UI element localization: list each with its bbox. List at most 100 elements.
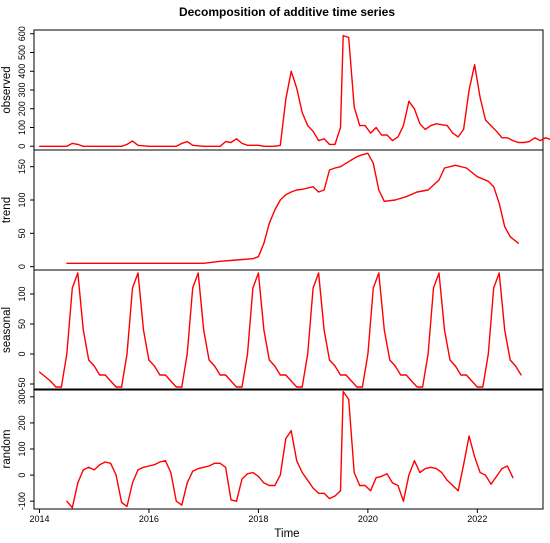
data-point-observed-19 xyxy=(235,138,238,140)
data-point-trend-3 xyxy=(148,262,150,264)
data-point-trend-43 xyxy=(493,186,495,188)
data-point-observed-39 xyxy=(353,106,355,108)
data-point-seasonal-51 xyxy=(323,329,325,331)
data-point-seasonal-45 xyxy=(290,380,292,382)
y-tick-label-random-1: 0 xyxy=(17,473,27,478)
data-point-observed-30 xyxy=(307,125,309,127)
data-point-observed-71 xyxy=(528,141,530,143)
data-point-random-43 xyxy=(301,471,303,474)
data-point-observed-33 xyxy=(323,138,325,140)
data-point-seasonal-5 xyxy=(71,287,73,289)
data-point-observed-13 xyxy=(186,141,188,143)
data-point-random-8 xyxy=(110,462,112,464)
data-point-random-4 xyxy=(88,466,90,468)
panel-trend: 0 50 100 150 trend xyxy=(1,149,544,271)
data-point-observed-21 xyxy=(246,144,249,146)
series-line-observed xyxy=(39,34,550,148)
series-line-random xyxy=(66,390,514,509)
y-tick-label-trend-1: 50 xyxy=(17,228,27,238)
data-point-trend-32 xyxy=(383,200,385,202)
data-point-random-39 xyxy=(279,474,281,476)
data-point-random-22 xyxy=(186,482,188,484)
panel-random: -100 0 100 200 300 random xyxy=(1,388,544,510)
data-point-observed-68 xyxy=(512,140,514,142)
y-axis-label-observed: observed xyxy=(1,66,13,113)
data-point-trend-19 xyxy=(312,186,314,188)
data-point-random-36 xyxy=(263,482,265,484)
data-point-random-10 xyxy=(121,501,123,504)
data-point-seasonal-7 xyxy=(82,329,84,331)
data-point-random-64 xyxy=(413,460,415,462)
data-point-seasonal-76 xyxy=(460,374,462,376)
data-point-seasonal-81 xyxy=(487,353,489,355)
data-point-observed-6 xyxy=(121,145,123,147)
data-point-seasonal-46 xyxy=(296,386,298,388)
data-point-seasonal-38 xyxy=(252,287,254,289)
data-point-trend-33 xyxy=(394,199,396,201)
data-point-random-52 xyxy=(348,398,350,400)
data-point-seasonal-58 xyxy=(361,386,363,388)
data-point-seasonal-41 xyxy=(268,359,270,361)
data-point-seasonal-84 xyxy=(504,329,506,331)
y-tick-label-observed-4: 400 xyxy=(17,64,27,79)
data-point-random-29 xyxy=(225,466,227,468)
data-point-seasonal-40 xyxy=(263,329,265,331)
data-point-seasonal-59 xyxy=(367,353,369,355)
data-point-random-30 xyxy=(230,499,232,501)
data-point-seasonal-33 xyxy=(225,374,227,376)
data-point-random-26 xyxy=(208,465,210,467)
data-point-seasonal-26 xyxy=(186,353,188,355)
data-point-random-9 xyxy=(115,474,117,476)
data-point-trend-23 xyxy=(334,167,336,169)
data-point-seasonal-34 xyxy=(230,380,232,382)
data-point-trend-42 xyxy=(487,180,489,182)
data-point-random-68 xyxy=(435,468,437,470)
data-point-random-76 xyxy=(479,471,481,474)
data-point-random-31 xyxy=(235,500,238,502)
data-point-trend-41 xyxy=(476,176,478,178)
data-point-trend-1 xyxy=(93,262,95,264)
data-point-random-61 xyxy=(397,484,399,487)
data-point-random-82 xyxy=(512,477,514,479)
data-point-seasonal-10 xyxy=(99,374,101,376)
data-point-random-47 xyxy=(323,492,325,494)
data-point-random-17 xyxy=(159,461,161,463)
data-point-seasonal-57 xyxy=(356,386,358,388)
data-point-trend-4 xyxy=(175,262,177,264)
data-point-seasonal-82 xyxy=(493,287,495,289)
data-point-trend-7 xyxy=(235,259,238,261)
chart-title: Decomposition of additive time series xyxy=(179,5,395,19)
data-point-trend-5 xyxy=(203,262,205,264)
data-point-random-40 xyxy=(285,438,287,440)
data-point-random-12 xyxy=(131,482,134,484)
data-point-seasonal-86 xyxy=(515,365,517,367)
data-point-observed-22 xyxy=(257,144,259,146)
data-point-random-66 xyxy=(424,468,426,470)
x-tick-label-1: 2016 xyxy=(139,514,159,524)
data-point-seasonal-64 xyxy=(394,365,396,367)
data-point-seasonal-61 xyxy=(378,272,380,274)
data-point-trend-36 xyxy=(427,189,429,191)
panel-seasonal: -50 0 50 100 seasonal xyxy=(1,269,544,391)
data-point-observed-74 xyxy=(545,137,547,139)
data-point-seasonal-29 xyxy=(203,329,205,331)
data-point-random-55 xyxy=(364,484,366,487)
data-point-observed-29 xyxy=(301,111,303,114)
data-point-observed-42 xyxy=(370,132,372,134)
data-point-seasonal-44 xyxy=(285,374,287,376)
data-point-random-67 xyxy=(430,466,432,468)
data-point-trend-6 xyxy=(219,260,221,262)
data-point-random-24 xyxy=(197,468,199,470)
data-point-seasonal-78 xyxy=(471,380,473,382)
y-tick-label-seasonal-2: 50 xyxy=(17,319,27,329)
data-point-seasonal-8 xyxy=(88,359,90,361)
data-point-seasonal-22 xyxy=(164,374,166,376)
data-point-seasonal-12 xyxy=(110,380,112,382)
data-point-trend-29 xyxy=(367,152,369,154)
data-point-trend-12 xyxy=(274,209,276,211)
data-point-random-73 xyxy=(463,464,465,466)
data-point-observed-64 xyxy=(490,125,492,127)
data-point-seasonal-1 xyxy=(49,380,52,382)
data-point-random-25 xyxy=(203,466,205,468)
data-point-random-0 xyxy=(66,500,68,502)
